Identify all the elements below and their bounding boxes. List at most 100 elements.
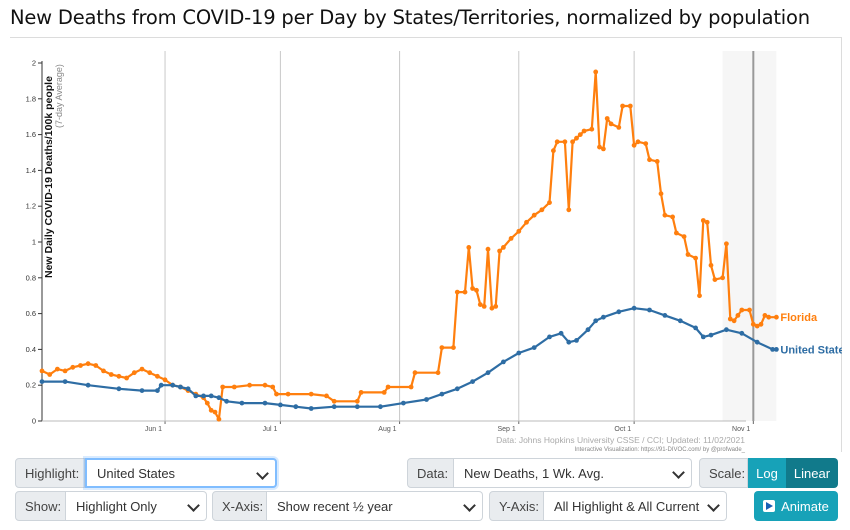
data-point: [108, 372, 114, 377]
data-point: [216, 416, 222, 422]
data-point: [155, 373, 160, 379]
data-point: [677, 318, 683, 324]
data-point: [708, 262, 714, 268]
data-point: [577, 132, 583, 137]
data-point: [508, 236, 514, 241]
yaxis-label: Y-Axis:: [489, 491, 544, 521]
y-axis-subtitle: (7-day Average): [54, 64, 64, 128]
data-point: [762, 313, 768, 318]
data-point: [178, 384, 183, 390]
data-point: [155, 388, 160, 393]
data-point: [208, 393, 214, 399]
animate-button[interactable]: Animate: [754, 491, 838, 521]
data-point: [162, 377, 168, 383]
y-tick-label: 1.8: [26, 94, 36, 103]
data-point: [601, 314, 606, 320]
data-point: [412, 370, 418, 376]
show-select[interactable]: Highlight Only: [66, 491, 207, 521]
data-point: [308, 391, 314, 397]
yaxis-select[interactable]: All Highlight & All Current: [544, 491, 727, 521]
data-point: [231, 384, 237, 390]
recent-period-band: [722, 51, 777, 421]
y-tick-label: 1.2: [26, 202, 36, 211]
data-point: [485, 370, 491, 376]
data-point: [693, 325, 698, 331]
highlight-select[interactable]: United States: [85, 458, 277, 488]
data-point: [585, 327, 591, 333]
data-point: [358, 390, 364, 395]
chevron-down-icon: [256, 467, 269, 480]
x-tick-label: Oct 1: [614, 426, 631, 433]
x-tick-label: Jul 1: [263, 426, 278, 433]
scale-label: Scale:: [699, 458, 748, 488]
data-point: [724, 327, 729, 333]
scale-log-button[interactable]: Log: [748, 458, 786, 488]
data-point: [39, 379, 45, 384]
data-point: [774, 314, 779, 320]
data-point: [662, 212, 668, 218]
data-point: [739, 330, 745, 336]
data-point: [331, 398, 337, 404]
data-point: [439, 391, 445, 397]
data-point: [62, 379, 68, 384]
data-point: [220, 384, 226, 390]
data-point: [654, 159, 660, 164]
data-point: [354, 404, 360, 410]
data-point: [462, 289, 468, 295]
data-label: Data:: [407, 458, 454, 488]
data-point: [731, 318, 737, 324]
data-point: [62, 368, 68, 374]
data-point: [754, 323, 760, 329]
x-tick-label: Sep 1: [497, 426, 515, 433]
data-point: [239, 400, 245, 406]
data-point: [451, 345, 456, 350]
data-point: [524, 219, 529, 225]
data-point: [501, 359, 506, 365]
data-point: [193, 393, 199, 399]
chevron-down-icon: [672, 466, 685, 479]
data-point: [601, 146, 606, 152]
data-point: [627, 103, 633, 109]
data-point: [574, 338, 579, 343]
animate-button-label: Animate: [781, 498, 829, 514]
data-point: [754, 339, 760, 345]
series-label: Florida: [780, 312, 818, 324]
data-point: [354, 398, 360, 404]
data-point: [620, 103, 625, 109]
data-point: [47, 372, 53, 377]
data-point: [739, 307, 745, 313]
data-point: [270, 384, 276, 390]
data-point: [481, 304, 487, 309]
data-point: [681, 234, 687, 240]
data-point: [758, 321, 764, 327]
data-point: [124, 375, 129, 381]
data-point: [131, 370, 137, 376]
data-point: [489, 305, 495, 311]
y-tick-label: 2: [32, 59, 36, 68]
y-tick-label: 0.4: [26, 345, 36, 354]
data-point: [158, 382, 164, 388]
series-label: United States: [780, 344, 842, 356]
chart-frame: Jun 1 Jul 1 Aug 1 Sep 1 Oct 1 Nov 1 0 0.2 0.4 0.6…: [10, 37, 842, 453]
data-point: [424, 397, 429, 402]
data-point: [635, 139, 641, 145]
data-point: [516, 228, 522, 234]
data-point: [685, 252, 691, 257]
data-point: [720, 275, 725, 281]
xaxis-select[interactable]: Show recent ½ year: [267, 491, 483, 521]
data-select[interactable]: New Deaths, 1 Wk. Avg.: [454, 458, 692, 488]
y-tick-label: 0.6: [26, 309, 36, 318]
data-point: [547, 334, 552, 340]
data-point: [139, 366, 145, 372]
data-point: [724, 241, 729, 247]
data-point: [262, 382, 268, 388]
data-point: [454, 386, 460, 392]
scale-linear-button[interactable]: Linear: [786, 458, 838, 488]
show-label: Show:: [15, 491, 66, 521]
data-point: [570, 139, 575, 145]
data-point: [262, 400, 268, 406]
data-point: [331, 404, 337, 410]
data-point: [85, 382, 91, 388]
data-point: [408, 384, 414, 390]
data-point: [216, 395, 222, 401]
